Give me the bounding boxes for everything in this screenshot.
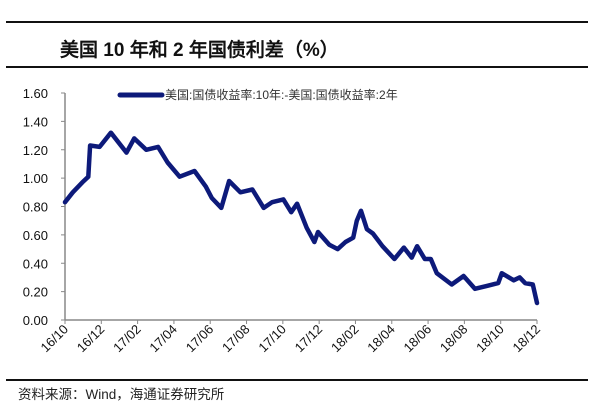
y-tick-label: 1.40 [23,114,48,129]
y-tick-label: 0.80 [23,200,48,215]
legend: 美国:国债收益率:10年:-美国:国债收益率:2年 [117,87,398,102]
x-tick-label: 18/12 [510,322,544,356]
x-tick-label: 17/02 [110,322,144,356]
legend-label: 美国:国债收益率:10年:-美国:国债收益率:2年 [165,87,398,102]
y-tick-label: 1.20 [23,143,48,158]
y-tick-label: 1.00 [23,171,48,186]
x-tick-label: 16/12 [74,322,108,356]
axes: 0.00 0.20 0.40 0.60 0.80 1.00 1.20 1.40 1.60 16/1… [23,86,543,355]
y-tick-label: 1.60 [23,86,48,101]
y-tick-label: 0.20 [23,285,48,300]
x-tick-label: 18/04 [364,322,398,356]
series-line-spread [62,130,540,306]
line-chart: 0.00 0.20 0.40 0.60 0.80 1.00 1.20 1.40 1.60 16/1… [23,86,543,355]
x-tick-label: 17/06 [183,322,217,356]
x-tick-label: 18/02 [328,322,362,356]
top-rule [6,21,588,23]
x-tick-label: 17/12 [292,322,326,356]
title-rule [6,66,588,68]
y-tick-label: 0.00 [23,313,48,328]
x-tick-label: 17/10 [255,322,289,356]
x-tick-label: 17/08 [219,322,253,356]
chart-title: 美国 10 年和 2 年国债利差（%） [60,40,339,61]
x-tick-label: 18/08 [437,322,471,356]
y-tick-label: 0.60 [23,228,48,243]
source-rule [6,379,588,381]
y-tick-label: 0.40 [23,256,48,271]
x-tick-label: 18/06 [401,322,435,356]
x-tick-label: 18/10 [473,322,507,356]
x-tick-label: 17/04 [146,322,180,356]
source-note: 资料来源：Wind，海通证券研究所 [18,387,225,402]
